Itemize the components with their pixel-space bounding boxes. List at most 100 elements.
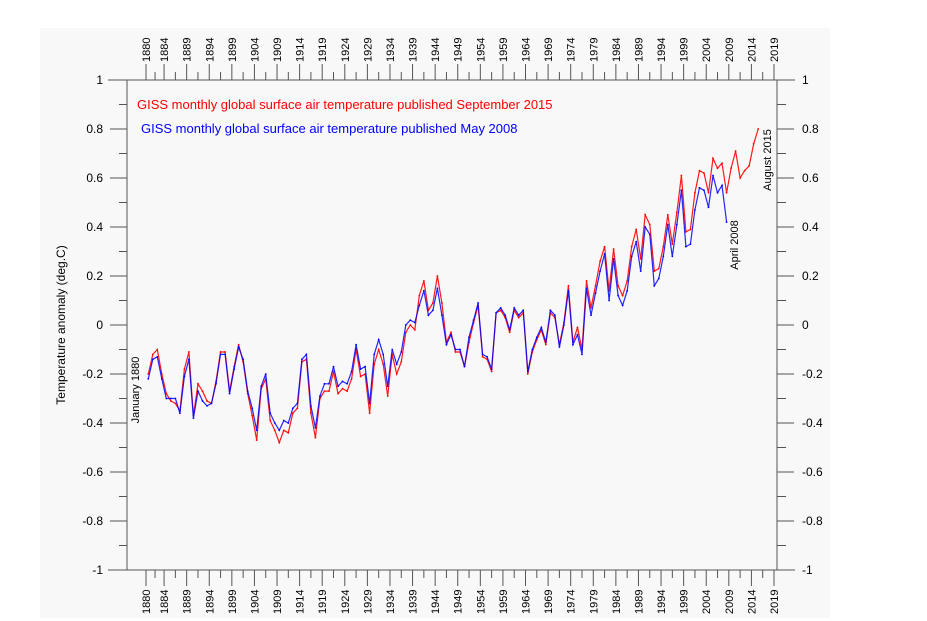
data-point	[242, 358, 245, 361]
data-point	[291, 412, 294, 415]
data-point	[757, 128, 760, 130]
data-point	[255, 429, 258, 432]
data-point	[413, 321, 416, 324]
data-point	[282, 429, 285, 432]
data-point	[499, 306, 502, 309]
data-point	[707, 206, 710, 209]
data-point	[314, 427, 317, 429]
data-point	[278, 441, 281, 444]
x-tick-label-top: 1999	[679, 38, 691, 62]
data-point	[576, 326, 579, 329]
data-point	[675, 211, 678, 214]
x-tick-label-bottom: 2009	[724, 590, 736, 614]
data-point	[531, 348, 534, 351]
data-point	[355, 343, 357, 346]
x-tick-label-top: 1899	[227, 38, 239, 62]
data-point	[567, 289, 570, 292]
data-point	[291, 407, 294, 410]
data-point	[707, 191, 710, 194]
chart-background	[40, 28, 830, 618]
data-point	[730, 167, 732, 170]
data-point	[639, 270, 642, 272]
data-point	[599, 270, 601, 272]
x-tick-label-top: 1880	[141, 38, 153, 62]
data-point	[486, 355, 489, 358]
y-tick-label-right: 0.6	[802, 171, 819, 185]
data-point	[535, 336, 538, 339]
y-tick-label-left: 1	[96, 73, 103, 87]
data-point	[739, 177, 742, 179]
data-point	[703, 172, 705, 175]
data-point	[748, 164, 751, 167]
data-point	[197, 390, 199, 393]
data-point	[621, 304, 624, 307]
x-tick-label-top: 1964	[521, 38, 533, 62]
x-tick-label-top: 1884	[159, 38, 171, 62]
data-point	[364, 365, 367, 368]
x-tick-label-bottom: 1944	[430, 590, 442, 614]
data-point	[427, 314, 430, 317]
data-point	[382, 353, 385, 356]
data-point	[441, 314, 443, 317]
x-tick-label-bottom: 2014	[746, 590, 758, 614]
data-point	[418, 294, 421, 297]
data-point	[183, 368, 186, 370]
x-tick-label-bottom: 1974	[566, 590, 578, 614]
data-point	[725, 191, 728, 194]
y-tick-label-right: 0.2	[802, 269, 819, 283]
data-point	[436, 287, 439, 290]
data-point	[450, 331, 452, 334]
data-point	[698, 186, 701, 189]
x-tick-label-bottom: 1929	[362, 590, 374, 614]
x-tick-label-bottom: 1984	[611, 590, 623, 614]
data-point	[684, 231, 687, 233]
x-tick-label-bottom: 1899	[227, 590, 239, 614]
y-tick-label-left: 0.2	[86, 269, 103, 283]
data-point	[626, 289, 629, 292]
data-point	[590, 306, 592, 309]
data-point	[156, 355, 159, 358]
data-point	[395, 373, 398, 375]
legend-blue: GISS monthly global surface air temperat…	[141, 121, 517, 136]
data-point	[400, 351, 403, 353]
data-point	[657, 267, 660, 270]
data-point	[675, 223, 678, 226]
data-point	[721, 162, 723, 165]
data-point	[391, 348, 394, 351]
data-point	[215, 382, 217, 385]
data-point	[210, 402, 213, 405]
data-point	[662, 255, 665, 258]
data-point	[508, 331, 511, 334]
x-tick-label-bottom: 1959	[498, 590, 510, 614]
data-point	[382, 363, 385, 366]
data-point	[712, 157, 714, 160]
data-point	[377, 348, 380, 351]
data-point	[581, 353, 583, 356]
y-tick-label-right: 1	[802, 73, 809, 87]
data-point	[648, 223, 651, 226]
data-point	[617, 294, 620, 297]
data-point	[206, 400, 208, 402]
data-point	[671, 255, 674, 258]
data-point	[151, 353, 154, 356]
data-point	[147, 378, 150, 380]
data-point	[165, 397, 168, 400]
y-axis-label: Temperature anomaly (deg.C)	[54, 245, 68, 404]
x-tick-label-bottom: 1909	[272, 590, 284, 614]
data-point	[712, 174, 714, 177]
data-point	[603, 245, 606, 248]
data-point	[481, 353, 484, 356]
x-tick-label-bottom: 1969	[543, 590, 555, 614]
data-point	[495, 311, 498, 314]
data-point	[621, 294, 624, 297]
x-tick-label-top: 1919	[317, 38, 329, 62]
data-point	[639, 257, 642, 260]
y-tick-label-left: -0.8	[82, 514, 103, 528]
data-point	[558, 346, 561, 348]
data-point	[513, 306, 516, 309]
x-tick-label-bottom: 1884	[159, 590, 171, 614]
y-tick-label-right: -1	[802, 563, 813, 577]
x-tick-label-bottom: 1880	[141, 590, 153, 614]
data-point	[386, 385, 389, 388]
